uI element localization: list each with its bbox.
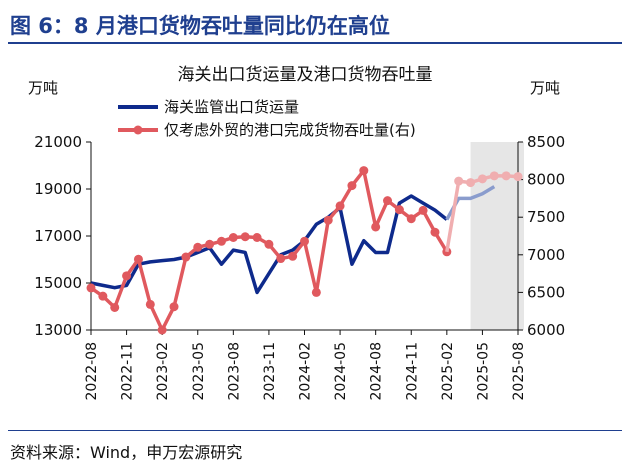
series-point-port — [252, 233, 262, 243]
series-point-port — [323, 215, 333, 225]
left-axis-ticks: 21000 19000 17000 15000 13000 — [34, 133, 91, 339]
right-tick-label: 8500 — [527, 133, 565, 151]
series-point-port — [383, 196, 393, 206]
x-tick-label: 2024-08 — [369, 342, 385, 401]
left-axis-unit: 万吨 — [28, 79, 58, 97]
right-tick-label: 8000 — [527, 171, 565, 189]
x-tick-label: 2024-05 — [333, 342, 349, 401]
right-tick-label: 7500 — [527, 208, 565, 226]
series-point-port — [157, 325, 167, 335]
legend-label-export: 海关监管出口货运量 — [164, 98, 299, 116]
series-layer — [86, 166, 523, 335]
projection-shade — [470, 142, 524, 330]
series-point-port — [276, 254, 286, 264]
series-point-port — [145, 299, 155, 309]
x-axis-ticks: 2022-08 2022-11 2023-02 2023-05 2023-08 2023-… — [84, 330, 527, 401]
series-point-port — [288, 251, 298, 261]
left-tick-label: 19000 — [34, 180, 82, 198]
x-tick-label: 2023-05 — [191, 342, 207, 401]
left-tick-label: 17000 — [34, 227, 82, 245]
figure-footer: 资料来源：Wind，申万宏源研究 — [8, 430, 622, 463]
series-point-port — [300, 236, 309, 246]
series-point-port — [122, 271, 132, 281]
series-point-port — [86, 283, 96, 293]
dual-axis-line-chart: 海关出口货运量及港口货物吞吐量 万吨 万吨 海关监管出口货运量 仅考虑外贸的港口… — [28, 65, 565, 401]
right-tick-label: 7000 — [527, 246, 565, 264]
right-axis-unit: 万吨 — [530, 79, 560, 97]
left-tick-label: 15000 — [34, 274, 82, 292]
source-note: 资料来源：Wind，申万宏源研究 — [10, 443, 243, 462]
series-point-port — [406, 214, 416, 224]
x-tick-label: 2025-05 — [475, 342, 491, 401]
series-point-port-projection — [513, 172, 523, 182]
series-point-port — [347, 181, 357, 191]
series-line-export — [90, 194, 448, 295]
series-point-port — [418, 205, 428, 215]
series-point-port-projection — [489, 171, 499, 181]
series-point-port-projection — [501, 171, 511, 181]
x-tick-label: 2023-11 — [262, 342, 278, 401]
series-point-port — [359, 166, 369, 176]
x-tick-label: 2022-11 — [120, 342, 136, 401]
series-point-port-projection — [454, 176, 464, 186]
series-point-port — [371, 222, 381, 232]
x-tick-label: 2023-02 — [155, 342, 171, 401]
left-tick-label: 13000 — [34, 321, 82, 339]
series-point-port — [133, 254, 143, 264]
series-point-port — [264, 239, 274, 249]
series-point-port — [430, 227, 440, 237]
series-point-port — [169, 302, 179, 312]
series-point-port — [193, 242, 203, 252]
series-point-port — [394, 205, 404, 215]
x-tick-label: 2025-02 — [440, 342, 456, 401]
series-point-port — [335, 201, 345, 211]
figure-header: 图 6：8 月港口货物吞吐量同比仍在高位 — [8, 6, 622, 44]
legend-label-port: 仅考虑外贸的港口完成货物吞吐量(右) — [164, 121, 416, 139]
series-point-port — [216, 236, 226, 246]
x-tick-label: 2024-11 — [404, 342, 420, 401]
x-tick-label: 2022-08 — [84, 342, 100, 401]
series-point-port-projection — [466, 178, 476, 188]
series-point-port — [110, 302, 120, 312]
series-line-port — [89, 168, 449, 332]
series-point-port-projection — [477, 174, 487, 184]
x-tick-label: 2023-08 — [226, 342, 242, 401]
series-point-port — [228, 233, 238, 243]
series-point-port — [205, 239, 215, 249]
legend-marker-port — [133, 125, 143, 135]
series-point-port — [98, 291, 108, 301]
series-point-port — [311, 287, 321, 297]
legend: 海关监管出口货运量 仅考虑外贸的港口完成货物吞吐量(右) — [118, 98, 416, 139]
x-tick-label: 2024-02 — [298, 342, 314, 401]
series-point-port — [181, 252, 191, 262]
right-tick-label: 6500 — [527, 283, 565, 301]
left-tick-label: 21000 — [34, 133, 82, 151]
series-point-port — [240, 232, 250, 242]
axes — [90, 142, 519, 331]
right-axis-ticks: 8500 8000 7500 7000 6500 6000 — [518, 133, 565, 339]
figure-title: 图 6：8 月港口货物吞吐量同比仍在高位 — [10, 14, 390, 38]
x-tick-label: 2025-08 — [511, 342, 527, 401]
right-tick-label: 6000 — [527, 321, 565, 339]
chart-title: 海关出口货运量及港口货物吞吐量 — [178, 65, 433, 85]
